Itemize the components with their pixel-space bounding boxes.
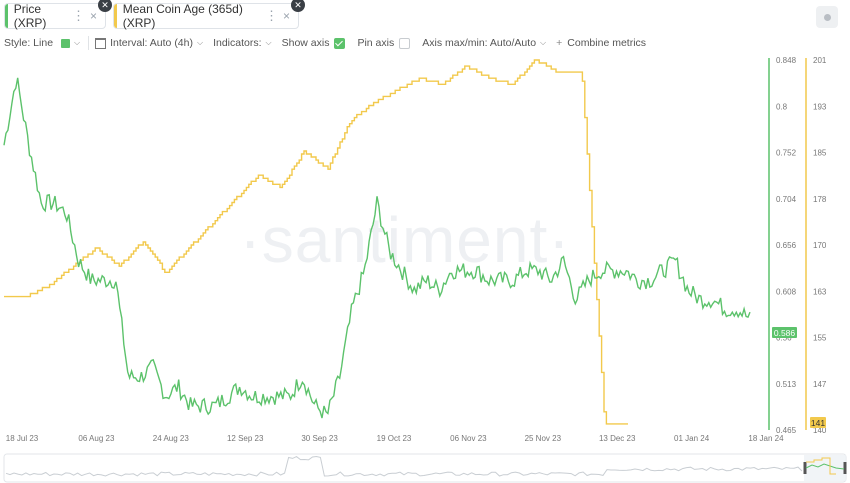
navigator-selected-age xyxy=(806,457,836,475)
series-line-price xyxy=(3,77,751,419)
x-axis-ticks: 18 Jul 23 06 Aug 23 24 Aug 23 12 Sep 23 30 S… xyxy=(6,434,784,443)
price-last-value: 0.586 xyxy=(774,328,796,338)
metric-tabs: Price (XRP) ⋮ × ✕ Mean Coin Age (365d) (… xyxy=(0,0,850,32)
pin-axis-toggle[interactable]: Pin axis xyxy=(357,37,411,49)
age-tick-label: 147 xyxy=(813,380,827,389)
tab-mean-coin-age[interactable]: Mean Coin Age (365d) (XRP) ⋮ × ✕ xyxy=(113,0,305,30)
pin-axis-checkbox[interactable] xyxy=(399,37,411,49)
more-menu-icon[interactable]: ⋮ xyxy=(71,8,85,23)
x-tick-label: 19 Oct 23 xyxy=(377,434,412,443)
price-tick-label: 0.465 xyxy=(776,426,797,435)
chart-toolbar: Style: Line ⌵ Interval: Auto (4h) ⌵ Indi… xyxy=(0,34,850,52)
santiment-watermark: ·santiment· xyxy=(239,204,570,276)
indicators-dropdown[interactable]: Indicators: ⌵ xyxy=(213,37,272,49)
x-tick-label: 18 Jan 24 xyxy=(748,434,784,443)
x-tick-label: 06 Nov 23 xyxy=(450,434,487,443)
close-icon[interactable]: × xyxy=(282,9,290,23)
show-axis-label: Show axis xyxy=(281,37,330,49)
age-tick-label: 185 xyxy=(813,149,827,158)
chevron-down-icon: ⌵ xyxy=(197,38,204,47)
axis-maxmin-dropdown[interactable]: Axis max/min: Auto/Auto ⌵ xyxy=(422,37,546,49)
divider xyxy=(88,36,90,50)
settings-icon xyxy=(823,13,831,21)
price-tick-label: 0.8 xyxy=(776,102,788,111)
settings-button[interactable] xyxy=(816,6,838,28)
price-tick-label: 0.848 xyxy=(776,56,797,65)
x-tick-label: 25 Nov 23 xyxy=(525,434,562,443)
close-icon[interactable]: × xyxy=(89,9,97,23)
interval-dropdown[interactable]: Interval: Auto (4h) ⌵ xyxy=(95,37,203,49)
color-picker[interactable]: ⌵ xyxy=(61,38,80,48)
plus-icon: + xyxy=(556,37,563,49)
age-tick-label: 140 xyxy=(813,426,827,435)
age-tick-label: 170 xyxy=(813,241,827,250)
age-tick-label: 178 xyxy=(813,195,827,204)
tab-label: Mean Coin Age (365d) (XRP) xyxy=(122,2,243,30)
remove-metric-icon[interactable]: ✕ xyxy=(98,0,112,12)
combine-metrics-button[interactable]: + Combine metrics xyxy=(556,37,646,49)
age-tick-label: 163 xyxy=(813,287,827,296)
price-tick-label: 0.656 xyxy=(776,241,797,250)
x-tick-label: 12 Sep 23 xyxy=(227,434,264,443)
tab-price-xrp[interactable]: Price (XRP) ⋮ × ✕ xyxy=(4,0,112,30)
x-tick-label: 24 Aug 23 xyxy=(153,434,190,443)
x-tick-label: 06 Aug 23 xyxy=(78,434,115,443)
x-tick-label: 13 Dec 23 xyxy=(599,434,636,443)
tab-color-bar xyxy=(5,4,8,28)
calendar-icon xyxy=(95,37,107,49)
chevron-down-icon: ⌵ xyxy=(265,38,272,47)
combine-label: Combine metrics xyxy=(567,37,647,49)
age-tick-label: 193 xyxy=(813,102,827,111)
remove-metric-icon[interactable]: ✕ xyxy=(291,0,305,12)
x-tick-label: 18 Jul 23 xyxy=(6,434,39,443)
price-last-value-badge: 0.586 xyxy=(772,327,797,338)
indicators-label: Indicators: xyxy=(213,37,262,49)
interval-label: Interval: Auto (4h) xyxy=(110,37,193,49)
price-tick-label: 0.608 xyxy=(776,287,797,296)
price-axis-ticks: 0.848 0.8 0.752 0.704 0.656 0.608 0.56 0.513 0.4… xyxy=(776,56,797,435)
age-axis-ticks: 201 193 185 178 170 163 155 147 140 xyxy=(813,56,827,435)
color-swatch xyxy=(61,38,71,48)
show-axis-toggle[interactable]: Show axis xyxy=(282,37,346,49)
chevron-down-icon: ⌵ xyxy=(74,38,81,47)
chevron-down-icon: ⌵ xyxy=(540,38,547,47)
more-menu-icon[interactable]: ⋮ xyxy=(264,8,278,23)
price-tick-label: 0.56 xyxy=(776,334,792,343)
style-dropdown[interactable]: Style: Line xyxy=(4,37,53,49)
axis-maxmin-label: Axis max/min: Auto/Auto xyxy=(422,37,537,49)
series-line-mean-coin-age xyxy=(4,59,628,425)
style-label: Style: Line xyxy=(4,37,54,49)
price-tick-label: 0.704 xyxy=(776,195,797,204)
navigator-selected-price xyxy=(805,463,845,470)
pin-axis-label: Pin axis xyxy=(357,37,395,49)
age-tick-label: 201 xyxy=(813,56,827,65)
price-tick-label: 0.752 xyxy=(776,149,797,158)
navigator-minimap[interactable] xyxy=(3,453,847,483)
tab-color-bar xyxy=(114,4,117,28)
age-last-value: 141 xyxy=(811,418,825,428)
age-tick-label: 155 xyxy=(813,334,827,343)
tab-label: Price (XRP) xyxy=(13,2,47,30)
price-tick-label: 0.513 xyxy=(776,380,797,389)
age-last-value-badge: 141 xyxy=(810,417,826,428)
show-axis-checkbox[interactable] xyxy=(334,37,346,49)
navigator-price-line xyxy=(5,455,803,477)
x-tick-label: 30 Sep 23 xyxy=(301,434,338,443)
x-tick-label: 01 Jan 24 xyxy=(674,434,710,443)
